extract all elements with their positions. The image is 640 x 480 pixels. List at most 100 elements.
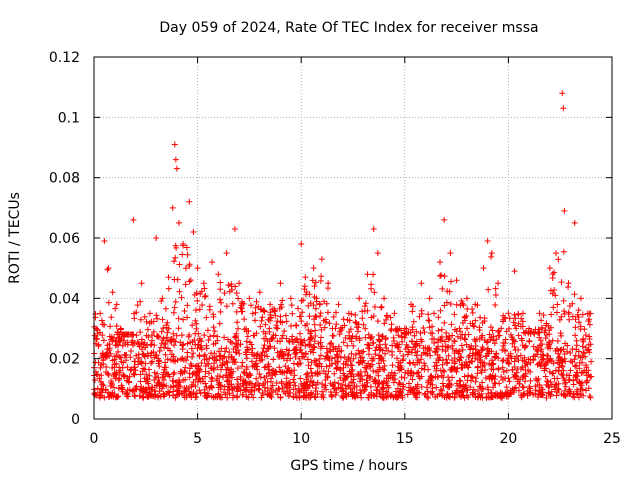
- sample-point: [548, 311, 555, 318]
- sample-point: [152, 387, 159, 394]
- sample-point: [109, 364, 116, 371]
- data-point: [190, 228, 197, 235]
- sample-point: [437, 386, 444, 393]
- sample-point: [183, 357, 190, 364]
- data-point: [310, 265, 317, 272]
- sample-point: [575, 307, 582, 314]
- sample-point: [350, 342, 357, 349]
- sample-point: [445, 352, 452, 359]
- sample-point: [463, 358, 470, 365]
- sample-point: [296, 330, 303, 337]
- sample-point: [225, 282, 232, 289]
- sample-point: [585, 385, 592, 392]
- sample-point: [97, 364, 104, 371]
- sample-point: [317, 352, 324, 359]
- sample-point: [339, 381, 346, 388]
- sample-point: [555, 380, 562, 387]
- sample-point: [218, 345, 225, 352]
- sample-point: [470, 345, 477, 352]
- sample-point: [302, 342, 309, 349]
- sample-point: [385, 384, 392, 391]
- sample-point: [397, 388, 404, 395]
- sample-point: [192, 363, 199, 370]
- sample-point: [175, 390, 182, 397]
- sample-point: [131, 315, 138, 322]
- sample-point: [511, 322, 518, 329]
- sample-point: [489, 327, 496, 334]
- sample-point: [131, 340, 138, 347]
- sample-point: [333, 351, 340, 358]
- sample-point: [241, 316, 248, 323]
- sample-point: [561, 308, 568, 315]
- sample-point: [418, 383, 425, 390]
- sample-point: [237, 373, 244, 380]
- sample-point: [193, 289, 200, 296]
- sample-point: [294, 361, 301, 368]
- sample-point: [330, 332, 337, 339]
- sample-point: [184, 251, 191, 258]
- sample-point: [504, 357, 511, 364]
- sample-point: [196, 306, 203, 313]
- sample-point: [316, 301, 323, 308]
- sample-point: [186, 374, 193, 381]
- sample-point: [447, 301, 454, 308]
- sample-point: [543, 358, 550, 365]
- sample-point: [190, 350, 197, 357]
- sample-point: [388, 369, 395, 376]
- sample-point: [278, 380, 285, 387]
- sample-point: [236, 350, 243, 357]
- sample-point: [586, 333, 593, 340]
- sample-point: [108, 314, 115, 321]
- sample-point: [181, 394, 188, 401]
- sample-point: [338, 393, 345, 400]
- sample-point: [159, 374, 166, 381]
- sample-point: [306, 313, 313, 320]
- sample-point: [155, 392, 162, 399]
- sample-point: [99, 381, 106, 388]
- sample-point: [264, 338, 271, 345]
- sample-point: [538, 346, 545, 353]
- sample-point: [322, 316, 329, 323]
- sample-point: [180, 341, 187, 348]
- sample-point: [488, 357, 495, 364]
- sample-point: [449, 390, 456, 397]
- sample-point: [398, 365, 405, 372]
- sample-point: [131, 364, 138, 371]
- sample-point: [135, 341, 142, 348]
- sample-point: [167, 336, 174, 343]
- sample-point: [379, 385, 386, 392]
- sample-point: [206, 385, 213, 392]
- sample-point: [453, 380, 460, 387]
- sample-point: [370, 367, 377, 374]
- sample-point: [195, 375, 202, 382]
- sample-point: [457, 382, 464, 389]
- sample-point: [513, 325, 520, 332]
- sample-point: [252, 309, 259, 316]
- sample-point: [197, 344, 204, 351]
- sample-point: [390, 338, 397, 345]
- sample-point: [544, 378, 551, 385]
- sample-point: [269, 335, 276, 342]
- sample-point: [299, 309, 306, 316]
- sample-point: [566, 376, 573, 383]
- sample-point: [244, 333, 251, 340]
- sample-point: [565, 309, 572, 316]
- sample-point: [180, 377, 187, 384]
- sample-point: [510, 319, 517, 326]
- sample-point: [309, 277, 316, 284]
- sample-point: [96, 375, 103, 382]
- sample-point: [253, 375, 260, 382]
- sample-point: [314, 369, 321, 376]
- sample-point: [518, 315, 525, 322]
- sample-point: [435, 327, 442, 334]
- sample-point: [150, 348, 157, 355]
- sample-point: [162, 305, 169, 312]
- sample-point: [162, 359, 169, 366]
- sample-point: [352, 319, 359, 326]
- sample-point: [248, 391, 255, 398]
- sample-point: [508, 334, 515, 341]
- y-axis-ticks: 0 0.02 0.04 0.06 0.08 0.1 0.12: [49, 50, 612, 428]
- sample-point: [227, 372, 234, 379]
- sample-point: [509, 385, 516, 392]
- sample-point: [462, 336, 469, 343]
